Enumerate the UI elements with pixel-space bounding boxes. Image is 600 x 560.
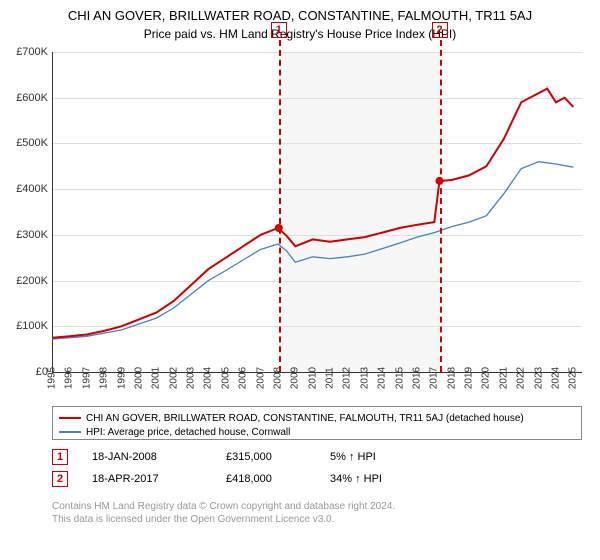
legend-swatch [59, 431, 81, 433]
x-tick-label: 1999 [116, 367, 127, 389]
gridline [52, 235, 582, 236]
y-tick-label: £300K [0, 229, 48, 241]
legend-label: CHI AN GOVER, BRILLWATER ROAD, CONSTANTI… [86, 413, 524, 424]
attribution-line: Contains HM Land Registry data © Crown c… [52, 500, 395, 513]
event-marker-box: 1 [271, 22, 287, 38]
attribution-text: Contains HM Land Registry data © Crown c… [52, 500, 395, 526]
x-tick-label: 2009 [290, 367, 301, 389]
up-arrow-icon: ↑ [355, 473, 361, 485]
y-tick-label: £0 [0, 366, 48, 378]
gridline [52, 326, 582, 327]
y-axis-line [52, 52, 53, 372]
event-date: 18-APR-2017 [92, 473, 202, 485]
gridline [52, 281, 582, 282]
y-tick-label: £500K [0, 137, 48, 149]
gridline [52, 98, 582, 99]
legend-row-hpi: HPI: Average price, detached house, Corn… [59, 425, 575, 439]
x-tick-label: 1998 [99, 367, 110, 389]
legend-label: HPI: Average price, detached house, Corn… [86, 427, 290, 438]
x-tick-label: 2013 [359, 367, 370, 389]
x-tick-label: 2001 [151, 367, 162, 389]
x-tick-label: 2020 [481, 367, 492, 389]
event-dashed-line [279, 40, 281, 372]
price-chart-highlight-band [279, 52, 440, 372]
event-row-num: 1 [52, 449, 68, 465]
x-tick-label: 1995 [47, 367, 58, 389]
y-tick-label: £200K [0, 275, 48, 287]
x-tick-label: 2004 [203, 367, 214, 389]
y-tick-label: £600K [0, 92, 48, 104]
page-title: CHI AN GOVER, BRILLWATER ROAD, CONSTANTI… [0, 0, 600, 23]
gridline [52, 52, 582, 53]
x-tick-label: 1996 [64, 367, 75, 389]
x-tick-label: 2021 [498, 367, 509, 389]
legend-row-property: CHI AN GOVER, BRILLWATER ROAD, CONSTANTI… [59, 411, 575, 425]
x-tick-label: 2015 [394, 367, 405, 389]
event-pct-vs-hpi: 5% ↑ HPI [330, 451, 376, 463]
event-row-num: 2 [52, 471, 68, 487]
x-tick-label: 2010 [307, 367, 318, 389]
y-tick-label: £100K [0, 320, 48, 332]
x-tick-label: 2006 [238, 367, 249, 389]
event-row: 2 18-APR-2017 £418,000 34% ↑ HPI [52, 470, 382, 488]
x-tick-label: 2005 [220, 367, 231, 389]
x-tick-label: 2024 [550, 367, 561, 389]
event-pct-vs-hpi: 34% ↑ HPI [330, 473, 382, 485]
event-dashed-line [440, 40, 442, 372]
event-row: 1 18-JAN-2008 £315,000 5% ↑ HPI [52, 448, 382, 466]
x-tick-label: 2002 [168, 367, 179, 389]
y-tick-label: £700K [0, 46, 48, 58]
gridline [52, 143, 582, 144]
event-price: £315,000 [226, 451, 306, 463]
up-arrow-icon: ↑ [349, 451, 355, 463]
x-tick-label: 2025 [568, 367, 579, 389]
x-tick-label: 2022 [516, 367, 527, 389]
event-date: 18-JAN-2008 [92, 451, 202, 463]
x-tick-label: 2023 [533, 367, 544, 389]
event-price: £418,000 [226, 473, 306, 485]
chart-legend: CHI AN GOVER, BRILLWATER ROAD, CONSTANTI… [52, 406, 582, 440]
event-marker-box: 2 [432, 22, 448, 38]
x-tick-label: 2019 [464, 367, 475, 389]
page-subtitle: Price paid vs. HM Land Registry's House … [0, 23, 600, 41]
gridline [52, 189, 582, 190]
x-tick-label: 2014 [377, 367, 388, 389]
x-tick-label: 2016 [411, 367, 422, 389]
y-tick-label: £400K [0, 183, 48, 195]
x-tick-label: 2007 [255, 367, 266, 389]
x-tick-label: 2018 [446, 367, 457, 389]
x-tick-label: 2003 [186, 367, 197, 389]
legend-swatch [59, 417, 81, 419]
x-tick-label: 2011 [325, 367, 336, 389]
x-tick-label: 2000 [133, 367, 144, 389]
x-tick-label: 2017 [429, 367, 440, 389]
x-tick-label: 2012 [342, 367, 353, 389]
x-tick-label: 1997 [81, 367, 92, 389]
sale-events-table: 1 18-JAN-2008 £315,000 5% ↑ HPI 2 18-APR-2017… [52, 448, 382, 492]
attribution-line: This data is licensed under the Open Gov… [52, 513, 395, 526]
